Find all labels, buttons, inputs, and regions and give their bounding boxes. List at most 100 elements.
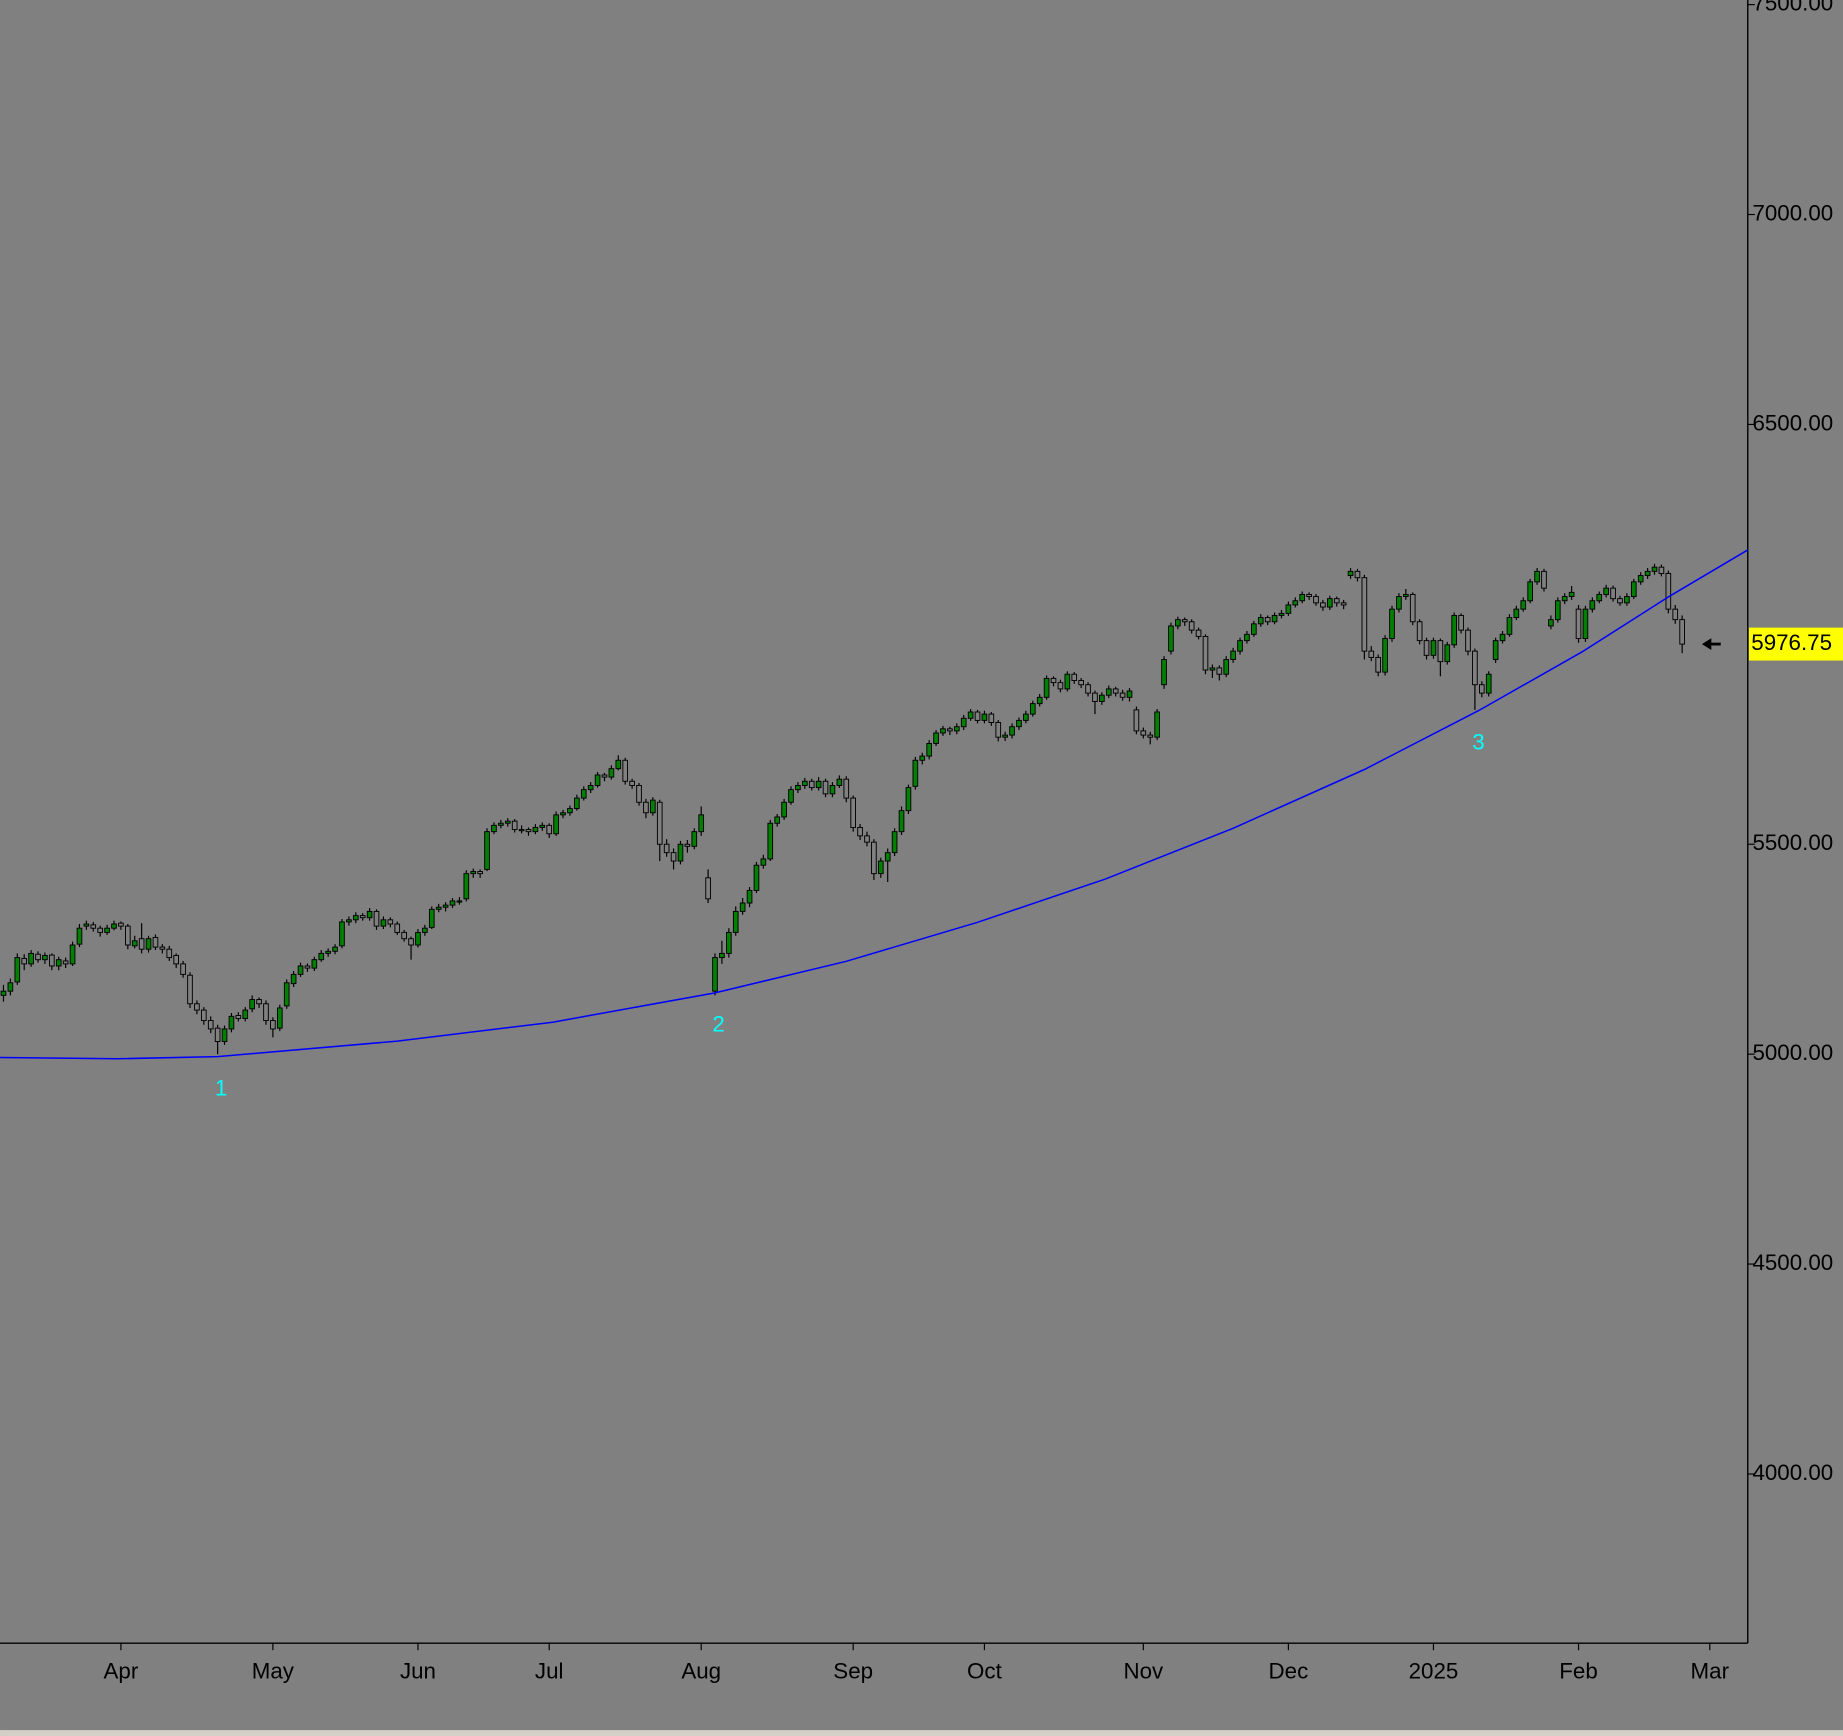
candle-body bbox=[1257, 617, 1264, 625]
candle-body bbox=[263, 1003, 269, 1022]
candle-body bbox=[283, 982, 290, 1007]
y-tick-label: 5000.00 bbox=[1752, 1040, 1833, 1065]
candle-body bbox=[1458, 614, 1464, 631]
candle-body bbox=[594, 774, 601, 786]
candle-body bbox=[1575, 608, 1582, 640]
candle-body bbox=[152, 936, 159, 948]
x-tick-label: Mar bbox=[1691, 1658, 1730, 1683]
candle-body bbox=[256, 999, 262, 1005]
candle-body bbox=[104, 927, 110, 933]
candle-body bbox=[297, 965, 304, 975]
candle-body bbox=[194, 1003, 200, 1011]
candle-body bbox=[788, 789, 794, 803]
candle-body bbox=[656, 801, 663, 845]
candle-body bbox=[940, 728, 946, 734]
candle-body bbox=[960, 717, 967, 728]
candle-body bbox=[290, 973, 297, 985]
candle-body bbox=[1251, 623, 1257, 635]
candle-body bbox=[553, 814, 559, 835]
candle-body bbox=[905, 787, 912, 812]
candle-body bbox=[1651, 566, 1658, 572]
candle-body bbox=[207, 1020, 214, 1030]
candle-body bbox=[1230, 650, 1236, 660]
candle-body bbox=[843, 778, 850, 799]
candle-body bbox=[518, 829, 525, 832]
x-tick-label: Sep bbox=[833, 1658, 873, 1683]
candle-body bbox=[1665, 572, 1672, 610]
candle-body bbox=[1333, 598, 1340, 604]
candle-body bbox=[1285, 604, 1292, 614]
candle-body bbox=[1306, 593, 1312, 598]
candle-body bbox=[1327, 598, 1333, 608]
x-tick-label: Dec bbox=[1269, 1658, 1309, 1683]
candle-body bbox=[90, 924, 97, 929]
candle-body bbox=[1430, 640, 1437, 656]
candle-body bbox=[539, 824, 546, 828]
candle-body bbox=[1237, 640, 1243, 652]
candle-body bbox=[463, 873, 470, 900]
candle-body bbox=[1264, 617, 1271, 623]
candle-body bbox=[871, 841, 877, 875]
candle-body bbox=[346, 919, 352, 923]
candle-body bbox=[449, 900, 456, 906]
x-tick-label: May bbox=[252, 1658, 295, 1683]
candle-body bbox=[1630, 581, 1637, 598]
candle-body bbox=[912, 759, 919, 787]
candle-body bbox=[318, 952, 325, 961]
candle-body bbox=[1161, 659, 1167, 686]
candle-body bbox=[1389, 608, 1395, 640]
candle-body bbox=[415, 931, 421, 946]
candle-body bbox=[774, 816, 781, 824]
candle-body bbox=[967, 711, 974, 719]
y-tick-label: 6500.00 bbox=[1752, 410, 1833, 435]
candle-body bbox=[387, 919, 394, 925]
candle-body bbox=[919, 755, 926, 761]
y-tick-label: 7500.00 bbox=[1752, 0, 1833, 16]
candle-body bbox=[732, 910, 739, 933]
candle-body bbox=[1589, 600, 1596, 610]
candle-body bbox=[1168, 625, 1174, 652]
candle-body bbox=[373, 910, 380, 927]
candle-body bbox=[1043, 677, 1050, 698]
candle-body bbox=[1029, 703, 1036, 715]
candle-body bbox=[981, 713, 988, 721]
candle-body bbox=[1582, 608, 1589, 640]
x-tick-label: Feb bbox=[1559, 1658, 1597, 1683]
candle-body bbox=[1541, 570, 1547, 589]
candle-body bbox=[118, 922, 124, 927]
candle-body bbox=[1451, 614, 1458, 646]
candle-body bbox=[1568, 591, 1575, 598]
candle-body bbox=[359, 915, 366, 919]
candle-body bbox=[242, 1009, 249, 1019]
candle-body bbox=[1561, 596, 1568, 602]
candle-body bbox=[0, 990, 7, 996]
candle-body bbox=[567, 808, 573, 814]
candle-body bbox=[719, 952, 725, 959]
candle-body bbox=[712, 957, 718, 992]
candle-body bbox=[829, 784, 836, 795]
candle-body bbox=[1071, 673, 1078, 681]
candle-body bbox=[891, 831, 898, 854]
candle-body bbox=[760, 858, 767, 866]
candle-body bbox=[726, 931, 732, 954]
candle-body bbox=[836, 778, 843, 786]
candle-body bbox=[491, 824, 497, 833]
candle-body bbox=[470, 871, 477, 875]
candle-body bbox=[1603, 587, 1609, 595]
candle-body bbox=[339, 921, 345, 947]
candle-body bbox=[1610, 587, 1616, 600]
candle-body bbox=[1513, 608, 1520, 619]
candle-body bbox=[97, 927, 104, 933]
candle-body bbox=[435, 906, 442, 910]
candle-body bbox=[1099, 694, 1105, 702]
candle-body bbox=[1617, 598, 1623, 604]
candle-body bbox=[249, 999, 255, 1010]
candle-body bbox=[1085, 684, 1091, 694]
candle-body bbox=[808, 780, 815, 789]
candle-body bbox=[1465, 629, 1471, 652]
candle-body bbox=[28, 952, 34, 965]
candle-body bbox=[83, 923, 90, 927]
candle-body bbox=[1036, 696, 1043, 705]
